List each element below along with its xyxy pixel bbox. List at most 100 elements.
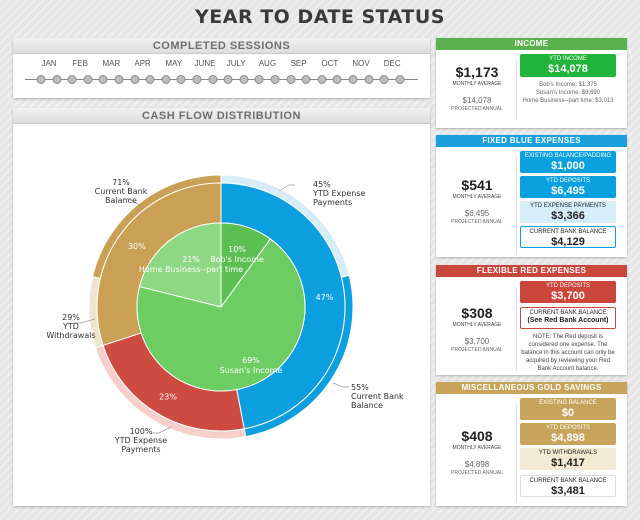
miscellaneous-gold-savings-card: MISCELLANEOUS GOLD SAVINGS $408 MONTHLY … bbox=[436, 382, 627, 506]
callout-text: Current Bank bbox=[351, 392, 404, 401]
blue-divider bbox=[516, 157, 517, 253]
income-monthly-average: $1,173 bbox=[455, 64, 499, 80]
red-ytd-deposits-value: $3,700 bbox=[551, 290, 585, 302]
blue-ytd-expense-payments-value: $3,366 bbox=[551, 210, 585, 222]
income-card-title: INCOME bbox=[436, 38, 627, 50]
inner-slice-percent: 69% bbox=[242, 356, 260, 365]
callout-text: YTD Expense bbox=[312, 189, 366, 198]
session-dot bbox=[52, 75, 62, 84]
session-dot bbox=[192, 75, 202, 84]
session-dot bbox=[286, 75, 296, 84]
session-dot bbox=[301, 75, 311, 84]
income-monthly-average-label: MONTHLY AVERAGE bbox=[452, 81, 502, 87]
session-dot bbox=[114, 75, 124, 84]
callout-text: Payments bbox=[313, 198, 352, 207]
session-dot bbox=[239, 75, 249, 84]
income-breakdown-item: Home Business--part time: $3,013 bbox=[522, 98, 614, 104]
page-title: YEAR TO DATE STATUS bbox=[195, 6, 445, 28]
blue-existing-balance-box: EXISTING BALANCE/PADDING $1,000 bbox=[520, 151, 616, 173]
cash-flow-chart: 10%Bob's Income 21%Home Business--part ti… bbox=[46, 174, 404, 454]
session-dot bbox=[98, 75, 108, 84]
gold-current-bank-balance-value: $3,481 bbox=[551, 485, 585, 497]
gold-existing-balance-label: EXISTING BALANCE bbox=[539, 400, 597, 406]
red-ytd-deposits-box: YTD DEPOSITS $3,700 bbox=[520, 281, 616, 303]
cash-flow-title: CASH FLOW DISTRIBUTION bbox=[13, 108, 430, 124]
income-projected-annual-label: PROJECTED ANNUAL bbox=[451, 106, 503, 112]
session-track bbox=[25, 79, 418, 80]
session-dot bbox=[208, 75, 218, 84]
session-dot bbox=[332, 75, 342, 84]
blue-average: $541 MONTHLY AVERAGE $6,495 PROJECTED AN… bbox=[440, 177, 514, 225]
gold-monthly-average: $408 bbox=[461, 428, 493, 444]
ytd-income-value: $14,078 bbox=[548, 63, 588, 75]
inner-pie-slice bbox=[138, 222, 222, 308]
session-dot bbox=[317, 75, 327, 84]
gold-monthly-average-label: MONTHLY AVERAGE bbox=[452, 445, 502, 451]
month-label: JAN bbox=[41, 59, 57, 68]
session-dot bbox=[83, 75, 93, 84]
blue-monthly-average: $541 bbox=[461, 177, 493, 193]
income-divider bbox=[516, 60, 517, 120]
inner-slice-percent: 10% bbox=[228, 245, 246, 254]
blue-ytd-expense-payments-box: YTD EXPENSE PAYMENTS $3,366 bbox=[520, 201, 616, 223]
inner-slice-name: Home Business--part time bbox=[139, 265, 243, 274]
session-dot bbox=[395, 75, 405, 84]
miscellaneous-gold-savings-title: MISCELLANEOUS GOLD SAVINGS bbox=[436, 382, 627, 394]
month-label: OCT bbox=[321, 59, 339, 68]
red-projected-annual-label: PROJECTED ANNUAL bbox=[451, 347, 503, 353]
gold-projected-annual-label: PROJECTED ANNUAL bbox=[451, 470, 503, 476]
blue-ytd-deposits-label: YTD DEPOSITS bbox=[545, 178, 590, 184]
callout-percent: 71% bbox=[112, 178, 130, 187]
month-label: SEP bbox=[290, 59, 307, 68]
callout-leader bbox=[278, 184, 295, 192]
inner-slice-name: Bob's Income bbox=[210, 255, 264, 264]
gold-projected-annual: $4,898 bbox=[464, 460, 490, 469]
callout-leader bbox=[73, 318, 96, 324]
callout-text: YTD Expense bbox=[114, 436, 168, 445]
month-label: DEC bbox=[383, 59, 401, 68]
ytd-income-label: YTD INCOME bbox=[549, 56, 587, 62]
inner-pie-slice bbox=[136, 238, 306, 392]
callout-percent: 55% bbox=[351, 383, 369, 392]
session-dot bbox=[223, 75, 233, 84]
gold-ytd-deposits-label: YTD DEPOSITS bbox=[545, 425, 590, 431]
callout-percent: 100% bbox=[130, 427, 153, 436]
blue-projected-annual: $6,495 bbox=[464, 209, 490, 218]
outer-slice-percent: 23% bbox=[159, 393, 177, 402]
gold-existing-balance-box: EXISTING BALANCE $0 bbox=[520, 398, 616, 420]
income-breakdown: Bob's Income: $1,375 Susan's Income: $9,… bbox=[520, 81, 616, 105]
blue-current-bank-balance-box: CURRENT BANK BALANCE $4,129 bbox=[520, 226, 616, 248]
red-monthly-average-label: MONTHLY AVERAGE bbox=[452, 322, 502, 328]
callout-text: Balance bbox=[351, 401, 383, 410]
month-label: NOV bbox=[352, 59, 370, 68]
gold-ytd-deposits-box: YTD DEPOSITS $4,898 bbox=[520, 423, 616, 445]
session-dot bbox=[379, 75, 389, 84]
callout-percent: 45% bbox=[313, 180, 331, 189]
gold-divider bbox=[516, 404, 517, 502]
gold-average: $408 MONTHLY AVERAGE $4,898 PROJECTED AN… bbox=[440, 428, 514, 476]
income-breakdown-item: Susan's Income: $9,690 bbox=[535, 90, 601, 96]
callout-text: Payments bbox=[121, 445, 160, 454]
income-projected-annual: $14,078 bbox=[462, 96, 492, 105]
session-dot bbox=[348, 75, 358, 84]
income-card: INCOME $1,173 MONTHLY AVERAGE $14,078 PR… bbox=[436, 38, 627, 128]
callout-text: Current Bank bbox=[95, 187, 148, 196]
gold-ytd-deposits-value: $4,898 bbox=[551, 432, 585, 444]
gold-current-bank-balance-box: CURRENT BANK BALANCE $3,481 bbox=[520, 475, 616, 497]
month-label: JULY bbox=[226, 59, 246, 68]
inner-slice-name: Susan's Income bbox=[220, 366, 283, 375]
month-label: MAY bbox=[165, 59, 183, 68]
blue-current-bank-balance-value: $4,129 bbox=[551, 236, 585, 248]
session-dot bbox=[145, 75, 155, 84]
gold-ytd-withdrawals-label: YTD WITHDRAWALS bbox=[538, 450, 598, 456]
session-dot bbox=[161, 75, 171, 84]
session-dot bbox=[254, 75, 264, 84]
session-dot bbox=[130, 75, 140, 84]
session-dot bbox=[364, 75, 374, 84]
outer-slice-percent: 47% bbox=[316, 293, 334, 302]
session-dot bbox=[36, 75, 46, 84]
income-average: $1,173 MONTHLY AVERAGE $14,078 PROJECTED… bbox=[440, 64, 514, 112]
session-dot bbox=[67, 75, 77, 84]
red-current-bank-balance-label: CURRENT BANK BALANCE bbox=[529, 310, 607, 316]
month-label: AUG bbox=[258, 59, 277, 68]
